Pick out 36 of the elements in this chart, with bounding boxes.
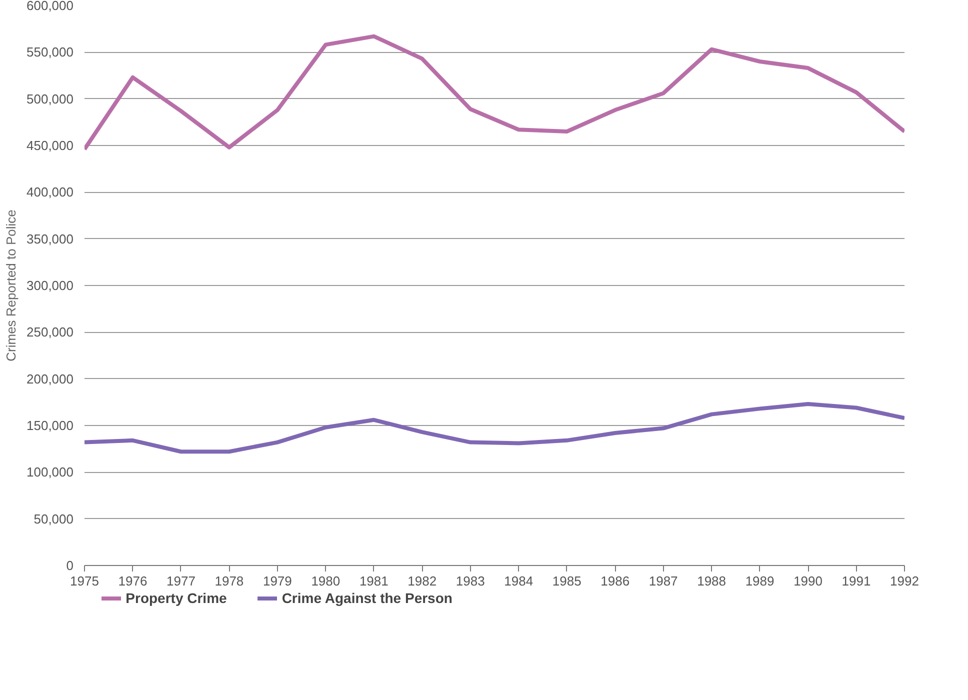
y-tick-label: 350,000 <box>26 231 74 246</box>
legend-label: Property Crime <box>126 590 227 606</box>
x-tick-label: 1987 <box>648 574 678 588</box>
x-tick-label: 1989 <box>745 574 774 588</box>
x-tick-label: 1983 <box>456 574 485 588</box>
x-tick-label: 1978 <box>214 574 244 588</box>
y-tick-label: 150,000 <box>26 418 74 433</box>
y-axis-title: Crimes Reported to Police <box>4 210 19 362</box>
x-tick-label: 1980 <box>311 574 340 588</box>
x-tick-label: 1977 <box>166 574 196 588</box>
y-tick-label: 100,000 <box>26 464 74 480</box>
y-tick-label: 200,000 <box>26 371 74 386</box>
y-tick-label: 550,000 <box>26 44 74 60</box>
x-tick-label: 1975 <box>70 574 99 588</box>
legend-label: Crime Against the Person <box>282 590 452 606</box>
x-tick-label: 1985 <box>552 574 582 588</box>
y-tick-label: 0 <box>66 558 74 573</box>
x-tick-label: 1992 <box>890 574 919 588</box>
x-tick-label: 1976 <box>118 574 148 588</box>
y-tick-label: 300,000 <box>26 278 74 293</box>
line-series <box>84 402 904 454</box>
y-tick-label: 600,000 <box>26 0 74 13</box>
x-tick-label: 1986 <box>600 574 630 588</box>
y-tick-label: 50,000 <box>34 511 74 526</box>
line-series <box>84 34 904 152</box>
x-tick-label: 1991 <box>842 574 871 588</box>
x-tick-label: 1982 <box>408 574 437 588</box>
x-tick-label: 1990 <box>794 574 822 588</box>
x-tick-label: 1981 <box>359 574 388 588</box>
y-tick-label: 450,000 <box>26 138 74 153</box>
y-tick-label: 250,000 <box>26 324 74 340</box>
y-tick-label: 400,000 <box>26 184 74 200</box>
x-tick-label: 1988 <box>697 574 726 588</box>
x-tick-label: 1984 <box>504 574 534 588</box>
y-tick-label: 500,000 <box>26 91 74 106</box>
x-tick-label: 1979 <box>262 574 292 588</box>
